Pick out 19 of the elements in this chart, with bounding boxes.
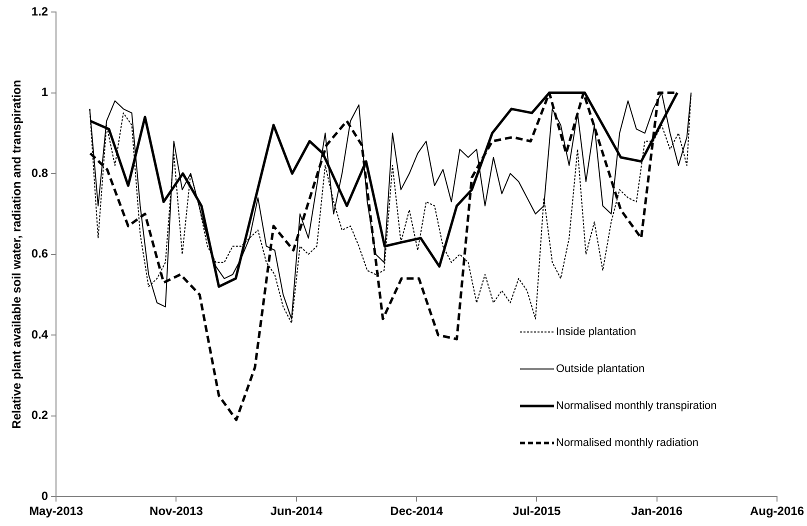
- x-tick-label: Jan-2016: [631, 504, 683, 518]
- y-tick-label: 1: [41, 85, 48, 100]
- y-axis-title: Relative plant available soil water, radiation and transpiration: [10, 80, 24, 429]
- legend-label: Outside plantation: [556, 363, 645, 375]
- legend-label: Normalised monthly radiation: [556, 437, 698, 449]
- x-tick-label: Jul-2015: [512, 504, 562, 518]
- y-tick-label: 0.4: [31, 327, 48, 342]
- y-tick-label: 0: [41, 488, 48, 503]
- y-tick-label: 0.2: [31, 408, 48, 422]
- x-tick-label: Dec-2014: [390, 504, 444, 518]
- x-tick-label: Aug-2016: [750, 504, 804, 518]
- y-tick-label: 1.2: [31, 4, 48, 18]
- y-tick-label: 0.6: [31, 246, 48, 261]
- x-tick-label: Jun-2014: [270, 504, 323, 518]
- legend-label: Normalised monthly transpiration: [556, 400, 717, 412]
- y-tick-label: 0.8: [31, 166, 48, 180]
- x-tick-label: Nov-2013: [150, 504, 204, 518]
- x-tick-label: May-2013: [29, 504, 84, 518]
- legend-label: Inside plantation: [556, 326, 636, 338]
